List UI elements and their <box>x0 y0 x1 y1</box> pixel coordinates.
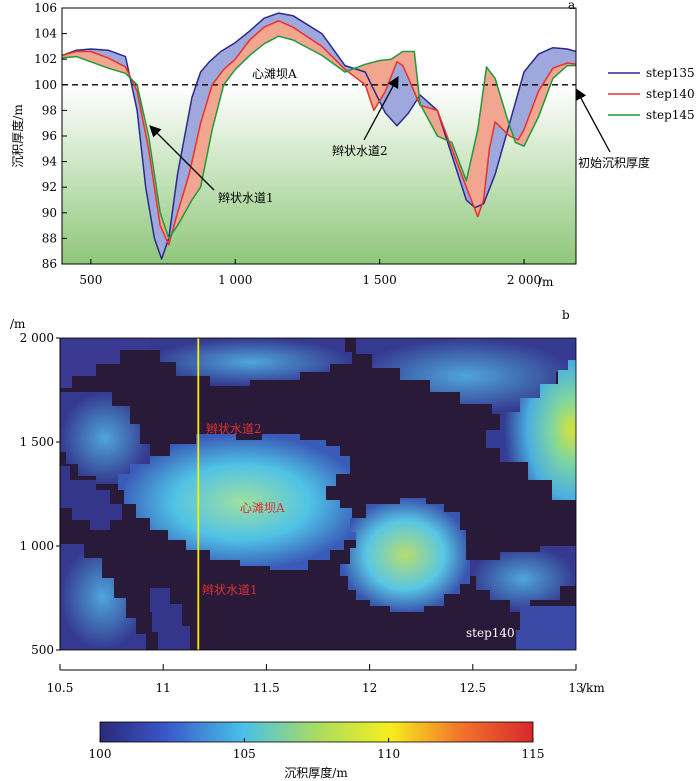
colorbar-label: 沉积厚度/m <box>284 765 348 780</box>
region-bar-lower <box>340 498 470 612</box>
x-tick-label-b: 12.5 <box>459 681 486 695</box>
region-top-center <box>150 338 352 386</box>
y-tick-label-a: 106 <box>34 1 57 15</box>
y-tick-label-a: 98 <box>42 103 57 117</box>
series-line-step145 <box>61 35 576 240</box>
colorbar-tick-label: 105 <box>233 747 256 761</box>
arrow-channel-1 <box>149 125 215 191</box>
x-tick-label-b: 10.5 <box>47 681 74 695</box>
y-tick-label-a: 90 <box>42 206 57 220</box>
series-line-step135 <box>61 12 577 260</box>
arrow-initial-thickness <box>575 87 611 153</box>
y-unit-b: /m <box>10 317 26 331</box>
label-channel-1: 辫状水道1 <box>202 583 258 597</box>
region-bottom-mid <box>150 588 190 650</box>
x-tick-label-a: 1 500 <box>362 273 396 287</box>
series-lines <box>61 12 577 260</box>
region-top-right <box>356 338 576 414</box>
x-tick-label-a: 2 000 <box>507 273 541 287</box>
y-tick-label-a: 86 <box>42 257 57 271</box>
region-left-strip <box>60 338 150 388</box>
colorbar-ticks: 100 105 110 115 <box>89 738 545 761</box>
y-tick-label-b: 500 <box>31 643 54 657</box>
y-tick-label-a: 92 <box>42 180 57 194</box>
colorbar <box>99 721 534 743</box>
panel-label-a: a <box>568 0 575 12</box>
region-left-channel-edge <box>60 466 122 530</box>
x-unit-a: /m <box>538 275 554 289</box>
label-step: step140 <box>466 626 515 640</box>
annotation-initial-thickness: 初始沉积厚度 <box>578 155 650 170</box>
x-unit-b: /km <box>582 681 605 695</box>
legend: step135 step140 step145 <box>608 66 695 122</box>
change-fills <box>62 13 576 259</box>
x-tick-label-b: 12 <box>362 681 377 695</box>
annotation-channel-1: 辫状水道1 <box>218 191 274 205</box>
axis-ticks-b: 10.5 11 11.5 12 12.5 13 500 1 000 1 500 2 000 <box>20 331 584 695</box>
region-bar-a <box>118 434 366 570</box>
axis-ticks-a: 500 1 000 1 500 2 000 86 88 90 92 94 96 98 100 102 10… <box>34 1 541 287</box>
colorbar-tick-label: 115 <box>522 747 545 761</box>
x-tick-label-b: 11 <box>156 681 171 695</box>
y-tick-label-a: 96 <box>42 129 57 143</box>
series-line-step140 <box>61 20 577 246</box>
annotation-channel-2: 辫状水道2 <box>332 144 388 158</box>
region-bottom-right <box>516 606 576 650</box>
region-right-lower <box>470 546 576 612</box>
y-tick-label-a: 88 <box>42 231 57 245</box>
y-axis-label-a: 沉积厚度/m <box>10 104 25 168</box>
legend-label-step145: step145 <box>646 108 695 122</box>
heatmap-field <box>60 338 576 650</box>
arrow-channel-2 <box>363 75 399 141</box>
fill-step140-step145 <box>62 21 576 244</box>
y-tick-label-a: 102 <box>34 52 57 66</box>
panel-a-line-chart: 500 1 000 1 500 2 000 86 88 90 92 94 96 98 100 102 10… <box>10 0 695 289</box>
colorbar-tick-label: 110 <box>377 747 400 761</box>
y-tick-label-b: 2 000 <box>20 331 54 345</box>
legend-label-step135: step135 <box>646 66 695 80</box>
region-right-lobe <box>486 360 576 500</box>
panel-b-heatmap: b /m 辫状水道2 心滩坝A 辫状水道1 step140 10.5 11 11.5… <box>10 308 605 780</box>
x-tick-label-a: 1 000 <box>218 273 252 287</box>
x-tick-label-b: 13 <box>568 681 583 695</box>
x-tick-label-b: 11.5 <box>253 681 280 695</box>
region-left-top <box>60 392 150 484</box>
legend-label-step140: step140 <box>646 87 695 101</box>
colorbar-tick-label: 100 <box>89 747 112 761</box>
y-tick-label-a: 100 <box>34 78 57 92</box>
y-tick-label-a: 104 <box>34 27 57 41</box>
x-tick-label-a: 500 <box>79 273 102 287</box>
y-tick-label-b: 1 000 <box>20 539 54 553</box>
y-tick-label-b: 1 500 <box>20 435 54 449</box>
y-tick-label-a: 94 <box>42 155 58 169</box>
region-bottom-left <box>60 544 146 650</box>
label-channel-2: 辫状水道2 <box>206 422 262 436</box>
annotation-bar-a: 心滩坝A <box>252 67 297 81</box>
label-bar-a: 心滩坝A <box>240 501 285 515</box>
panel-label-b: b <box>562 308 570 322</box>
